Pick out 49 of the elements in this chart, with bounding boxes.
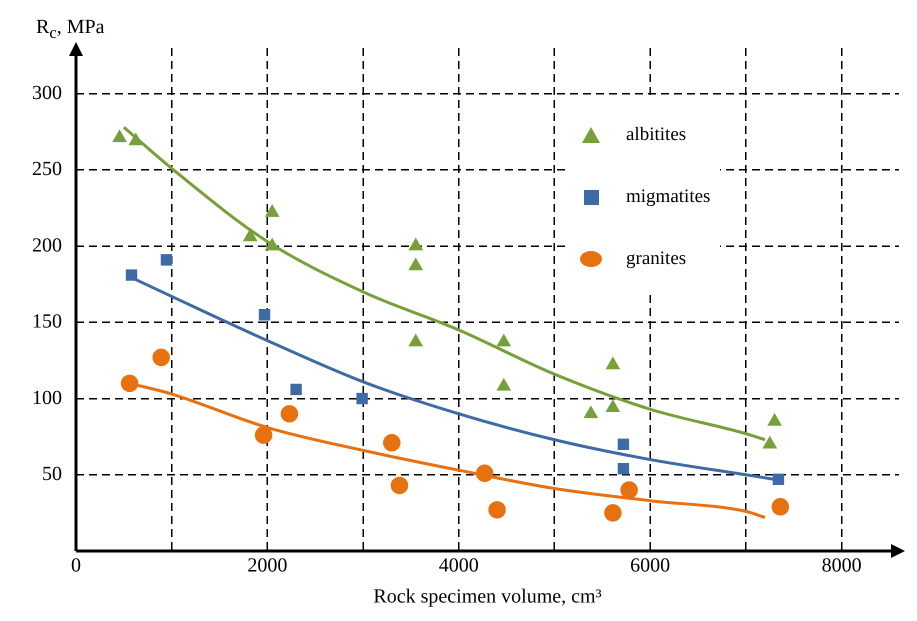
legend-label: albitites [626, 124, 686, 146]
point [618, 462, 630, 474]
y-tick-label: 100 [32, 386, 62, 409]
point [126, 269, 138, 281]
point [476, 464, 494, 482]
y-tick-label: 150 [32, 310, 62, 333]
point [390, 476, 408, 494]
point [152, 348, 170, 366]
point [265, 238, 279, 250]
x-tick-label: 0 [71, 554, 81, 576]
point [265, 204, 279, 217]
y-tick-label: 200 [32, 234, 62, 256]
point [772, 474, 784, 486]
x-tick-label: 4000 [438, 554, 479, 576]
point [772, 498, 790, 516]
y-axis-title: R$_{c}$, MPa [36, 16, 105, 43]
point [408, 258, 423, 270]
point [120, 374, 138, 392]
point [280, 405, 298, 423]
point [112, 130, 126, 142]
point [606, 357, 620, 370]
y-tick-label: 50 [42, 463, 62, 486]
point [243, 229, 257, 242]
point [618, 438, 630, 450]
point [496, 378, 511, 391]
point [496, 334, 511, 346]
point [408, 238, 423, 250]
point [584, 406, 598, 418]
legend-label: migmatites [626, 186, 710, 208]
point [768, 414, 782, 426]
point [129, 133, 143, 146]
point [488, 501, 506, 519]
x-axis-title: Rock specimen volume, cm³ [373, 585, 602, 608]
point [620, 481, 638, 499]
y-tick-label: 300 [32, 82, 62, 104]
point [356, 392, 368, 404]
point [290, 384, 302, 396]
point [606, 400, 620, 412]
x-tick-label: 2000 [247, 554, 288, 576]
x-tick-label: 6000 [630, 554, 670, 576]
point [383, 434, 401, 452]
point [762, 436, 777, 449]
point [604, 504, 622, 522]
point [408, 334, 423, 346]
point [258, 309, 270, 320]
legend-label: granites [626, 248, 686, 270]
y-tick-label: 250 [32, 158, 62, 180]
x-tick-label: 8000 [822, 554, 862, 576]
point [254, 426, 272, 444]
